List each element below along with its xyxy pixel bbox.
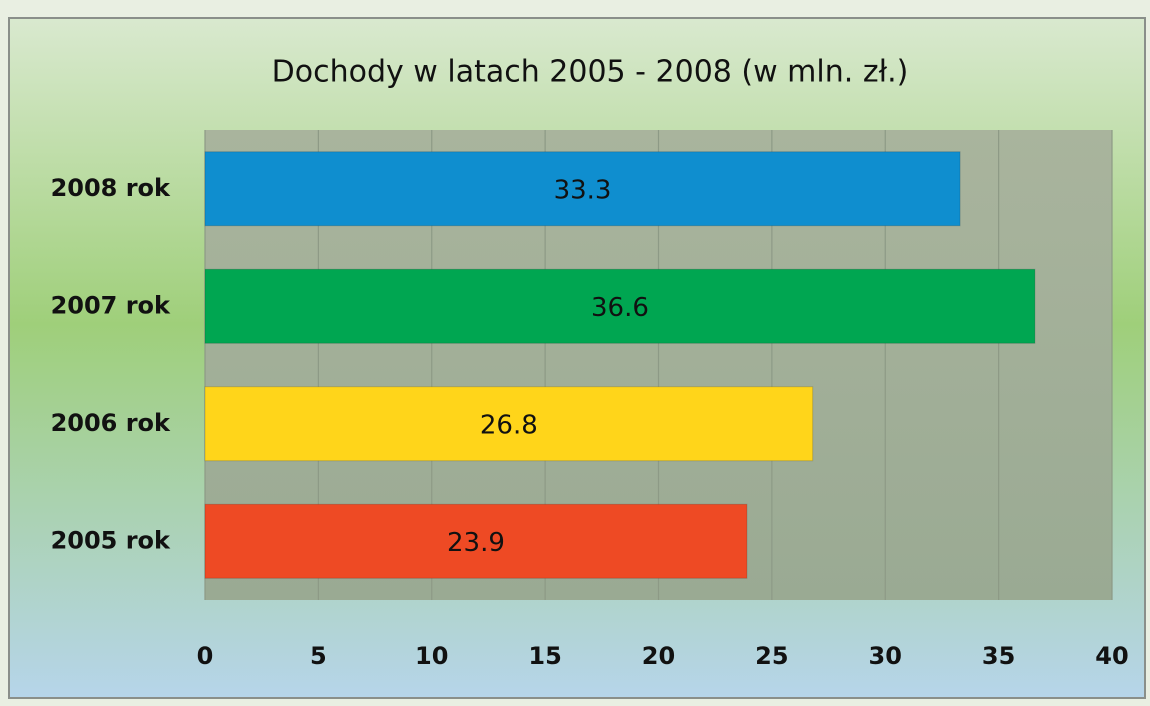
bar [204, 268, 1036, 344]
bar [204, 503, 748, 579]
x-tick-label: 0 [197, 642, 214, 670]
y-tick-label: 2006 rok [51, 409, 171, 437]
y-tick-label: 2007 rok [51, 291, 171, 319]
x-tick-label: 30 [869, 642, 902, 670]
x-tick-label: 40 [1095, 642, 1128, 670]
x-tick-label: 35 [982, 642, 1015, 670]
data-label: 33.3 [554, 175, 612, 205]
y-tick-label: 2005 rok [51, 526, 171, 554]
data-label: 36.6 [591, 293, 649, 323]
data-label: 26.8 [480, 410, 538, 440]
x-tick-label: 5 [310, 642, 327, 670]
bar [204, 386, 814, 462]
y-tick-label: 2008 rok [51, 174, 171, 202]
x-tick-label: 25 [755, 642, 788, 670]
data-label: 23.9 [447, 528, 505, 558]
bar [204, 151, 961, 227]
x-tick-label: 15 [528, 642, 561, 670]
x-tick-label: 20 [642, 642, 675, 670]
chart-title: Dochody w latach 2005 - 2008 (w mln. zł.… [272, 55, 909, 90]
x-tick-label: 10 [415, 642, 448, 670]
